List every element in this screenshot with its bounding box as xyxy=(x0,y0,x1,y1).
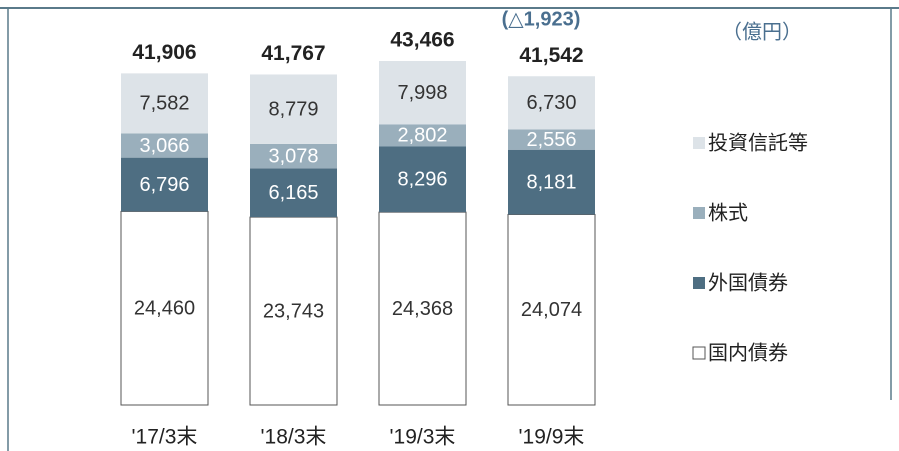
value-label: 23,743 xyxy=(263,300,324,322)
bar-segment xyxy=(508,129,595,150)
bar-segment xyxy=(249,216,338,406)
legend-label: 国内債券 xyxy=(708,341,788,364)
legend-marker xyxy=(693,137,705,149)
value-label: 6,165 xyxy=(268,182,318,204)
legend-marker xyxy=(693,207,705,219)
total-label: 41,906 xyxy=(132,41,196,64)
value-label: 24,460 xyxy=(134,297,195,319)
value-label: 3,066 xyxy=(139,135,189,157)
bar-segment xyxy=(121,157,208,212)
x-tick-label: '17/3末 xyxy=(132,426,198,449)
total-label: 41,542 xyxy=(519,44,583,67)
legend-label: 外国債券 xyxy=(708,271,788,294)
x-tick-label: '19/3末 xyxy=(390,426,456,449)
value-label: 7,582 xyxy=(139,93,189,115)
bar-segment xyxy=(379,146,466,213)
bar-segment xyxy=(378,211,467,406)
x-tick-label: '18/3末 xyxy=(261,426,327,449)
bar-segment xyxy=(508,149,595,215)
value-label: 2,556 xyxy=(526,129,576,151)
legend-marker xyxy=(693,277,705,289)
value-label: 24,074 xyxy=(521,299,582,321)
bar-segment xyxy=(250,168,337,218)
bar-segment xyxy=(250,143,337,169)
bar-segment xyxy=(507,213,596,406)
bar-segment xyxy=(250,74,337,144)
value-label: 7,998 xyxy=(397,82,447,104)
value-label: 8,296 xyxy=(397,169,447,191)
value-label: 2,802 xyxy=(397,125,447,147)
value-label: 8,181 xyxy=(526,171,576,193)
value-label: 3,078 xyxy=(268,145,318,167)
value-label: 6,796 xyxy=(139,174,189,196)
bar-segment xyxy=(121,133,208,158)
x-tick-label: '19/9末 xyxy=(519,426,585,449)
annotation: (△1,923) xyxy=(502,8,581,30)
legend-label: 株式 xyxy=(708,201,748,224)
bar-segment xyxy=(508,76,595,130)
unit-label: （億円） xyxy=(722,20,802,43)
value-label: 6,730 xyxy=(526,92,576,114)
value-label: 24,368 xyxy=(392,298,453,320)
value-label: 8,779 xyxy=(268,98,318,120)
bar-segment xyxy=(379,124,466,147)
bar-segment xyxy=(120,210,209,406)
legend-marker xyxy=(692,346,706,360)
total-label: 41,767 xyxy=(261,42,325,65)
total-label: 43,466 xyxy=(390,29,454,52)
bar-segment xyxy=(121,73,208,134)
legend-label: 投資信託等 xyxy=(708,131,808,154)
bar-segment xyxy=(379,61,466,125)
